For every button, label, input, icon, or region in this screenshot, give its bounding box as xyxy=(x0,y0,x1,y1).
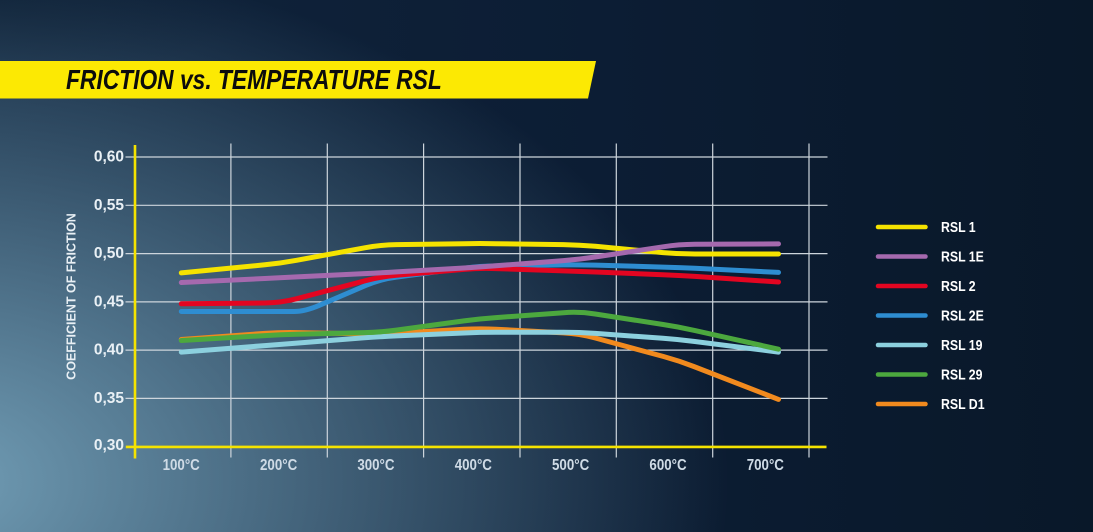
svg-text:0,50: 0,50 xyxy=(94,245,124,262)
svg-text:0,55: 0,55 xyxy=(94,197,125,214)
svg-text:COEFFICIENT OF FRICTION: COEFFICIENT OF FRICTION xyxy=(65,213,79,380)
svg-text:RSL 1: RSL 1 xyxy=(941,219,976,235)
svg-text:RSL D1: RSL D1 xyxy=(941,396,985,412)
svg-text:100°C: 100°C xyxy=(163,457,201,474)
svg-text:300°C: 300°C xyxy=(357,457,395,474)
svg-text:RSL 29: RSL 29 xyxy=(941,367,983,383)
svg-text:0,40: 0,40 xyxy=(94,342,124,359)
svg-text:RSL 1E: RSL 1E xyxy=(941,249,984,265)
svg-text:500°C: 500°C xyxy=(552,457,590,474)
svg-text:RSL 2: RSL 2 xyxy=(941,278,976,294)
svg-text:RSL 19: RSL 19 xyxy=(941,337,983,353)
svg-text:0,35: 0,35 xyxy=(94,390,125,407)
svg-text:0,60: 0,60 xyxy=(94,149,124,166)
svg-text:0,30: 0,30 xyxy=(94,437,124,454)
svg-text:200°C: 200°C xyxy=(260,457,298,474)
svg-text:0,45: 0,45 xyxy=(94,294,125,311)
svg-text:700°C: 700°C xyxy=(747,457,785,474)
svg-text:RSL 2E: RSL 2E xyxy=(941,308,984,324)
svg-text:600°C: 600°C xyxy=(649,457,687,474)
svg-text:400°C: 400°C xyxy=(455,457,493,474)
